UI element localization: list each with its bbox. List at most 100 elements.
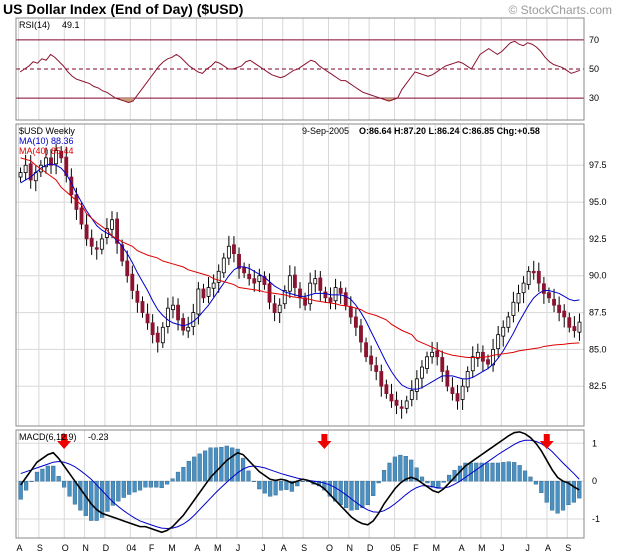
candle-body — [84, 224, 89, 240]
x-tick-label: 05 — [391, 543, 401, 553]
candle-body — [237, 253, 241, 269]
candle-body — [277, 304, 282, 313]
macd-histogram-bar — [197, 453, 202, 482]
rsi-line — [19, 40, 581, 104]
rsi-tick-label: 50 — [589, 64, 599, 74]
macd-label: MACD(6,12,9) — [19, 432, 77, 442]
candle-body — [49, 157, 53, 166]
candle-body — [541, 283, 546, 294]
macd-histogram-bar — [501, 462, 506, 482]
x-tick-label: M — [214, 543, 222, 553]
price-tick-label: 90.0 — [589, 271, 607, 281]
macd-histogram-bar — [441, 480, 446, 483]
candle-body — [516, 293, 521, 304]
macd-histogram-bar — [143, 480, 148, 488]
x-tick-label: S — [37, 543, 43, 553]
macd-histogram-bar — [398, 454, 403, 482]
macd-histogram-bar — [490, 462, 495, 482]
candle-body — [399, 406, 404, 409]
macd-histogram-bar — [94, 480, 99, 521]
macd-line — [20, 431, 580, 534]
macd-histogram-bar — [137, 480, 143, 491]
x-tick-label: D — [367, 543, 374, 553]
x-tick-label: N — [347, 543, 354, 553]
candle-body — [186, 326, 191, 332]
x-tick-label: A — [194, 543, 200, 553]
candle-body — [496, 334, 501, 350]
candle-body — [562, 310, 567, 318]
candle-body — [567, 317, 572, 328]
macd-histogram-bar — [539, 480, 544, 493]
macd-tick-label: 1 — [592, 438, 597, 448]
macd-histogram-bar — [544, 480, 549, 503]
candle-body — [23, 164, 28, 174]
candle-body — [292, 274, 297, 288]
macd-arrow-marker — [57, 434, 72, 449]
candle-body — [135, 290, 140, 303]
candle-body — [287, 275, 292, 292]
macd-histogram-bar — [474, 462, 479, 482]
candle-body — [140, 301, 145, 313]
candle-body — [94, 247, 99, 250]
price-tick-label: 85.0 — [589, 344, 607, 354]
candle-body — [155, 332, 160, 343]
candle-body — [394, 399, 399, 406]
brand-watermark: © StockCharts.com — [508, 3, 612, 17]
candle-body — [435, 350, 440, 358]
rsi-label: RSI(14) — [19, 20, 50, 30]
candle-body — [181, 318, 186, 331]
candle-body — [536, 270, 541, 284]
macd-arrow-marker — [539, 434, 554, 449]
macd-histogram-bar — [409, 459, 414, 482]
candle-body — [318, 277, 323, 291]
candle-body — [125, 260, 130, 277]
macd-histogram-bar — [127, 480, 132, 495]
macd-histogram-bar — [371, 480, 376, 496]
x-tick-label: O — [62, 543, 69, 553]
x-tick-label: O — [326, 543, 333, 553]
candle-body — [257, 275, 262, 283]
macd-histogram-bar — [181, 467, 186, 482]
macd-histogram-bar — [268, 480, 273, 497]
ma40-line — [20, 157, 580, 358]
macd-histogram-bar — [192, 456, 197, 482]
macd-histogram-bar — [447, 474, 452, 482]
macd-histogram-bar — [387, 462, 392, 482]
candle-body — [54, 150, 59, 165]
macd-histogram-bar — [419, 476, 425, 482]
candle-body — [526, 270, 531, 285]
candle-body — [201, 288, 206, 299]
candle-body — [389, 393, 394, 402]
info-ohlc: O:86.64 H:87.20 L:86.24 C:86.85 Chg:+0.5… — [359, 126, 540, 136]
candle-body — [506, 316, 511, 328]
macd-histogram-bar — [566, 480, 571, 506]
candle-body — [333, 287, 338, 302]
macd-histogram-bar — [479, 462, 484, 482]
candle-body — [460, 385, 465, 400]
macd-histogram-bar — [121, 480, 126, 498]
x-tick-label: F — [149, 543, 155, 553]
price-tick-label: 87.5 — [589, 308, 607, 318]
candle-body — [226, 245, 231, 259]
macd-panel — [18, 431, 582, 534]
x-tick-label: F — [413, 543, 419, 553]
macd-histogram-bar — [224, 445, 229, 482]
macd-histogram-bar — [522, 470, 528, 482]
x-tick-label: M — [168, 543, 176, 553]
macd-histogram-bar — [327, 480, 332, 497]
macd-histogram-bar — [235, 448, 240, 482]
rsi-panel — [16, 39, 584, 104]
macd-histogram-bar — [484, 462, 490, 482]
macd-histogram-bar — [533, 480, 539, 485]
macd-histogram-bar — [506, 461, 511, 482]
candle-body — [206, 287, 211, 297]
candle-body — [110, 219, 114, 230]
candle-body — [425, 356, 429, 369]
candle-body — [89, 237, 94, 247]
macd-histogram-bar — [257, 480, 262, 490]
candle-body — [531, 270, 536, 274]
macd-histogram-bar — [132, 480, 137, 493]
candle-body — [404, 400, 409, 409]
candle-body — [338, 287, 343, 294]
